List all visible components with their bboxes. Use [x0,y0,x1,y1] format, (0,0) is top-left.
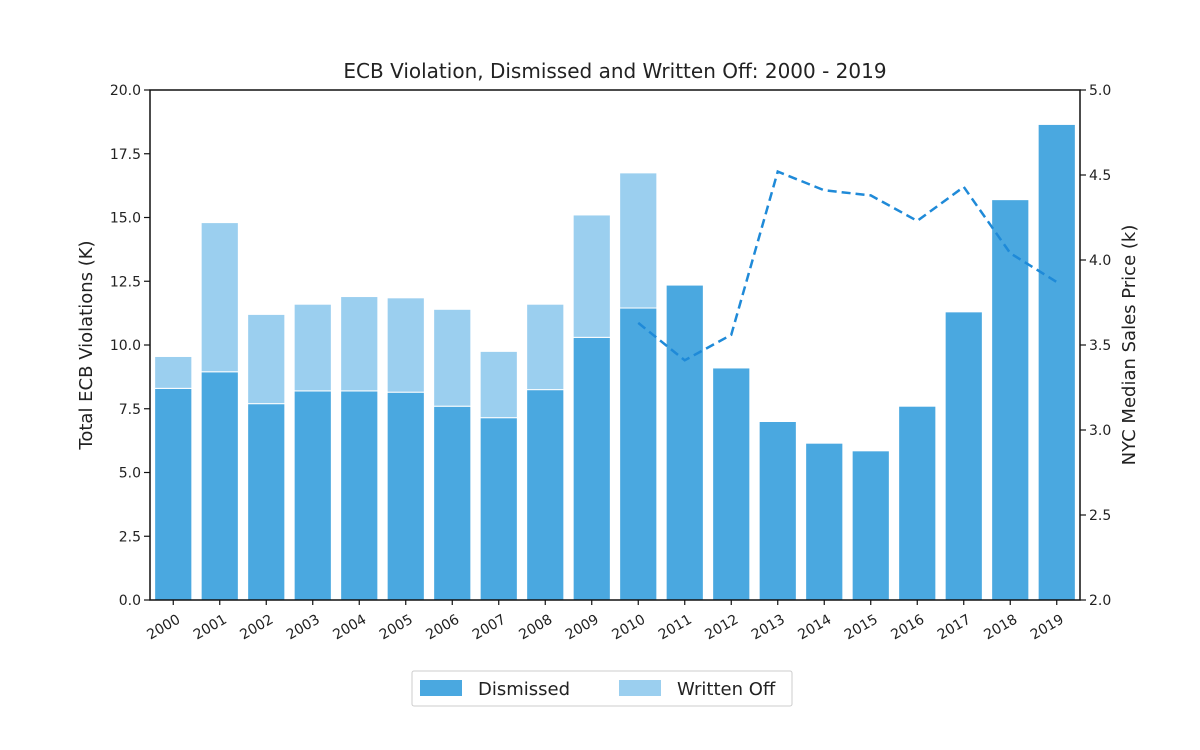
right-tick-label: 4.0 [1089,253,1111,269]
x-tick-label: 2006 [423,612,462,644]
x-tick-label: 2004 [330,612,369,644]
bar-dismissed-2002 [247,403,286,601]
left-tick-label: 15.0 [110,211,141,227]
bar-written-off-2008 [526,303,565,391]
right-y-axis: 2.0 2.5 3.0 3.5 4.0 4.5 5.0 [1080,83,1111,609]
bar-written-off-2003 [293,303,332,392]
bar-written-off-2007 [479,350,518,419]
x-tick-label: 2010 [609,612,648,644]
x-tick-label: 2015 [842,612,881,644]
x-tick-label: 2016 [888,612,927,644]
bar-written-off-2000 [154,355,193,389]
right-tick-label: 2.5 [1089,508,1111,524]
bar-dismissed-2007 [479,417,518,601]
left-tick-label: 17.5 [110,147,141,163]
x-tick-label: 2011 [656,612,695,644]
bar-layer [154,123,1076,601]
bar-dismissed-2010 [619,307,658,601]
bar-dismissed-2005 [386,391,425,601]
left-tick-label: 0.0 [119,593,141,609]
right-tick-label: 2.0 [1089,593,1111,609]
bar-dismissed-2008 [526,389,565,601]
bar-dismissed-2015 [851,450,890,601]
bar-written-off-2005 [386,297,425,393]
x-tick-label: 2017 [935,612,974,644]
bar-written-off-2009 [572,214,611,338]
x-tick-label: 2003 [284,612,323,644]
bar-dismissed-2019 [1037,123,1076,601]
x-axis: 2000 2001 2002 2003 2004 2005 2006 2007 2008 2009… [144,600,1067,644]
x-tick-label: 2008 [516,612,555,644]
left-tick-label: 5.0 [119,466,141,482]
x-tick-label: 2013 [749,612,788,644]
x-tick-label: 2012 [702,612,741,644]
right-tick-label: 5.0 [1089,83,1111,99]
plot-frame [149,89,1081,601]
bar-written-off-2004 [340,296,379,392]
x-tick-label: 2001 [191,612,230,644]
median-price-line [637,169,1058,362]
x-tick-label: 2019 [1028,612,1067,644]
legend-swatch-written-off [619,680,661,696]
right-tick-label: 3.5 [1089,338,1111,354]
bar-dismissed-2009 [572,336,611,601]
left-tick-label: 12.5 [110,274,141,290]
bar-dismissed-2004 [340,390,379,601]
price-line-layer [637,169,1058,362]
right-axis-title: NYC Median Sales Price (k) [1119,225,1140,466]
x-tick-label: 2007 [470,612,509,644]
legend-label-written-off: Written Off [677,679,776,700]
bar-dismissed-2001 [200,371,239,601]
bar-dismissed-2018 [991,199,1030,601]
legend: Dismissed Written Off [411,670,793,707]
bar-dismissed-2013 [758,421,797,601]
left-y-axis: 0.0 2.5 5.0 7.5 10.0 12.5 15.0 17.5 20.0 [110,83,150,609]
x-tick-label: 2000 [144,612,183,644]
bar-dismissed-2012 [712,367,751,601]
left-tick-label: 2.5 [119,529,141,545]
x-tick-label: 2009 [563,612,602,644]
bar-dismissed-2000 [154,387,193,601]
bar-written-off-2006 [433,308,472,407]
bar-dismissed-2006 [433,405,472,601]
bar-dismissed-2016 [898,405,937,601]
bar-dismissed-2017 [944,311,983,601]
left-tick-label: 20.0 [110,83,141,99]
left-axis-title: Total ECB Violations (K) [76,240,97,450]
left-tick-label: 10.0 [110,338,141,354]
right-tick-label: 3.0 [1089,423,1111,439]
x-tick-label: 2014 [795,612,834,644]
legend-swatch-dismissed [420,680,462,696]
bar-dismissed-2014 [805,442,844,601]
right-tick-label: 4.5 [1089,168,1111,184]
bar-dismissed-2003 [293,390,332,601]
x-tick-label: 2018 [981,612,1020,644]
legend-label-dismissed: Dismissed [478,679,570,700]
bar-written-off-2001 [200,222,239,373]
bar-written-off-2010 [619,172,658,309]
x-tick-label: 2002 [237,612,276,644]
left-tick-label: 7.5 [119,402,141,418]
x-tick-label: 2005 [377,612,416,644]
bar-dismissed-2011 [665,284,704,601]
legend-box [411,670,793,707]
chart-title: ECB Violation, Dismissed and Written Off… [343,59,886,83]
bar-written-off-2002 [247,313,286,405]
